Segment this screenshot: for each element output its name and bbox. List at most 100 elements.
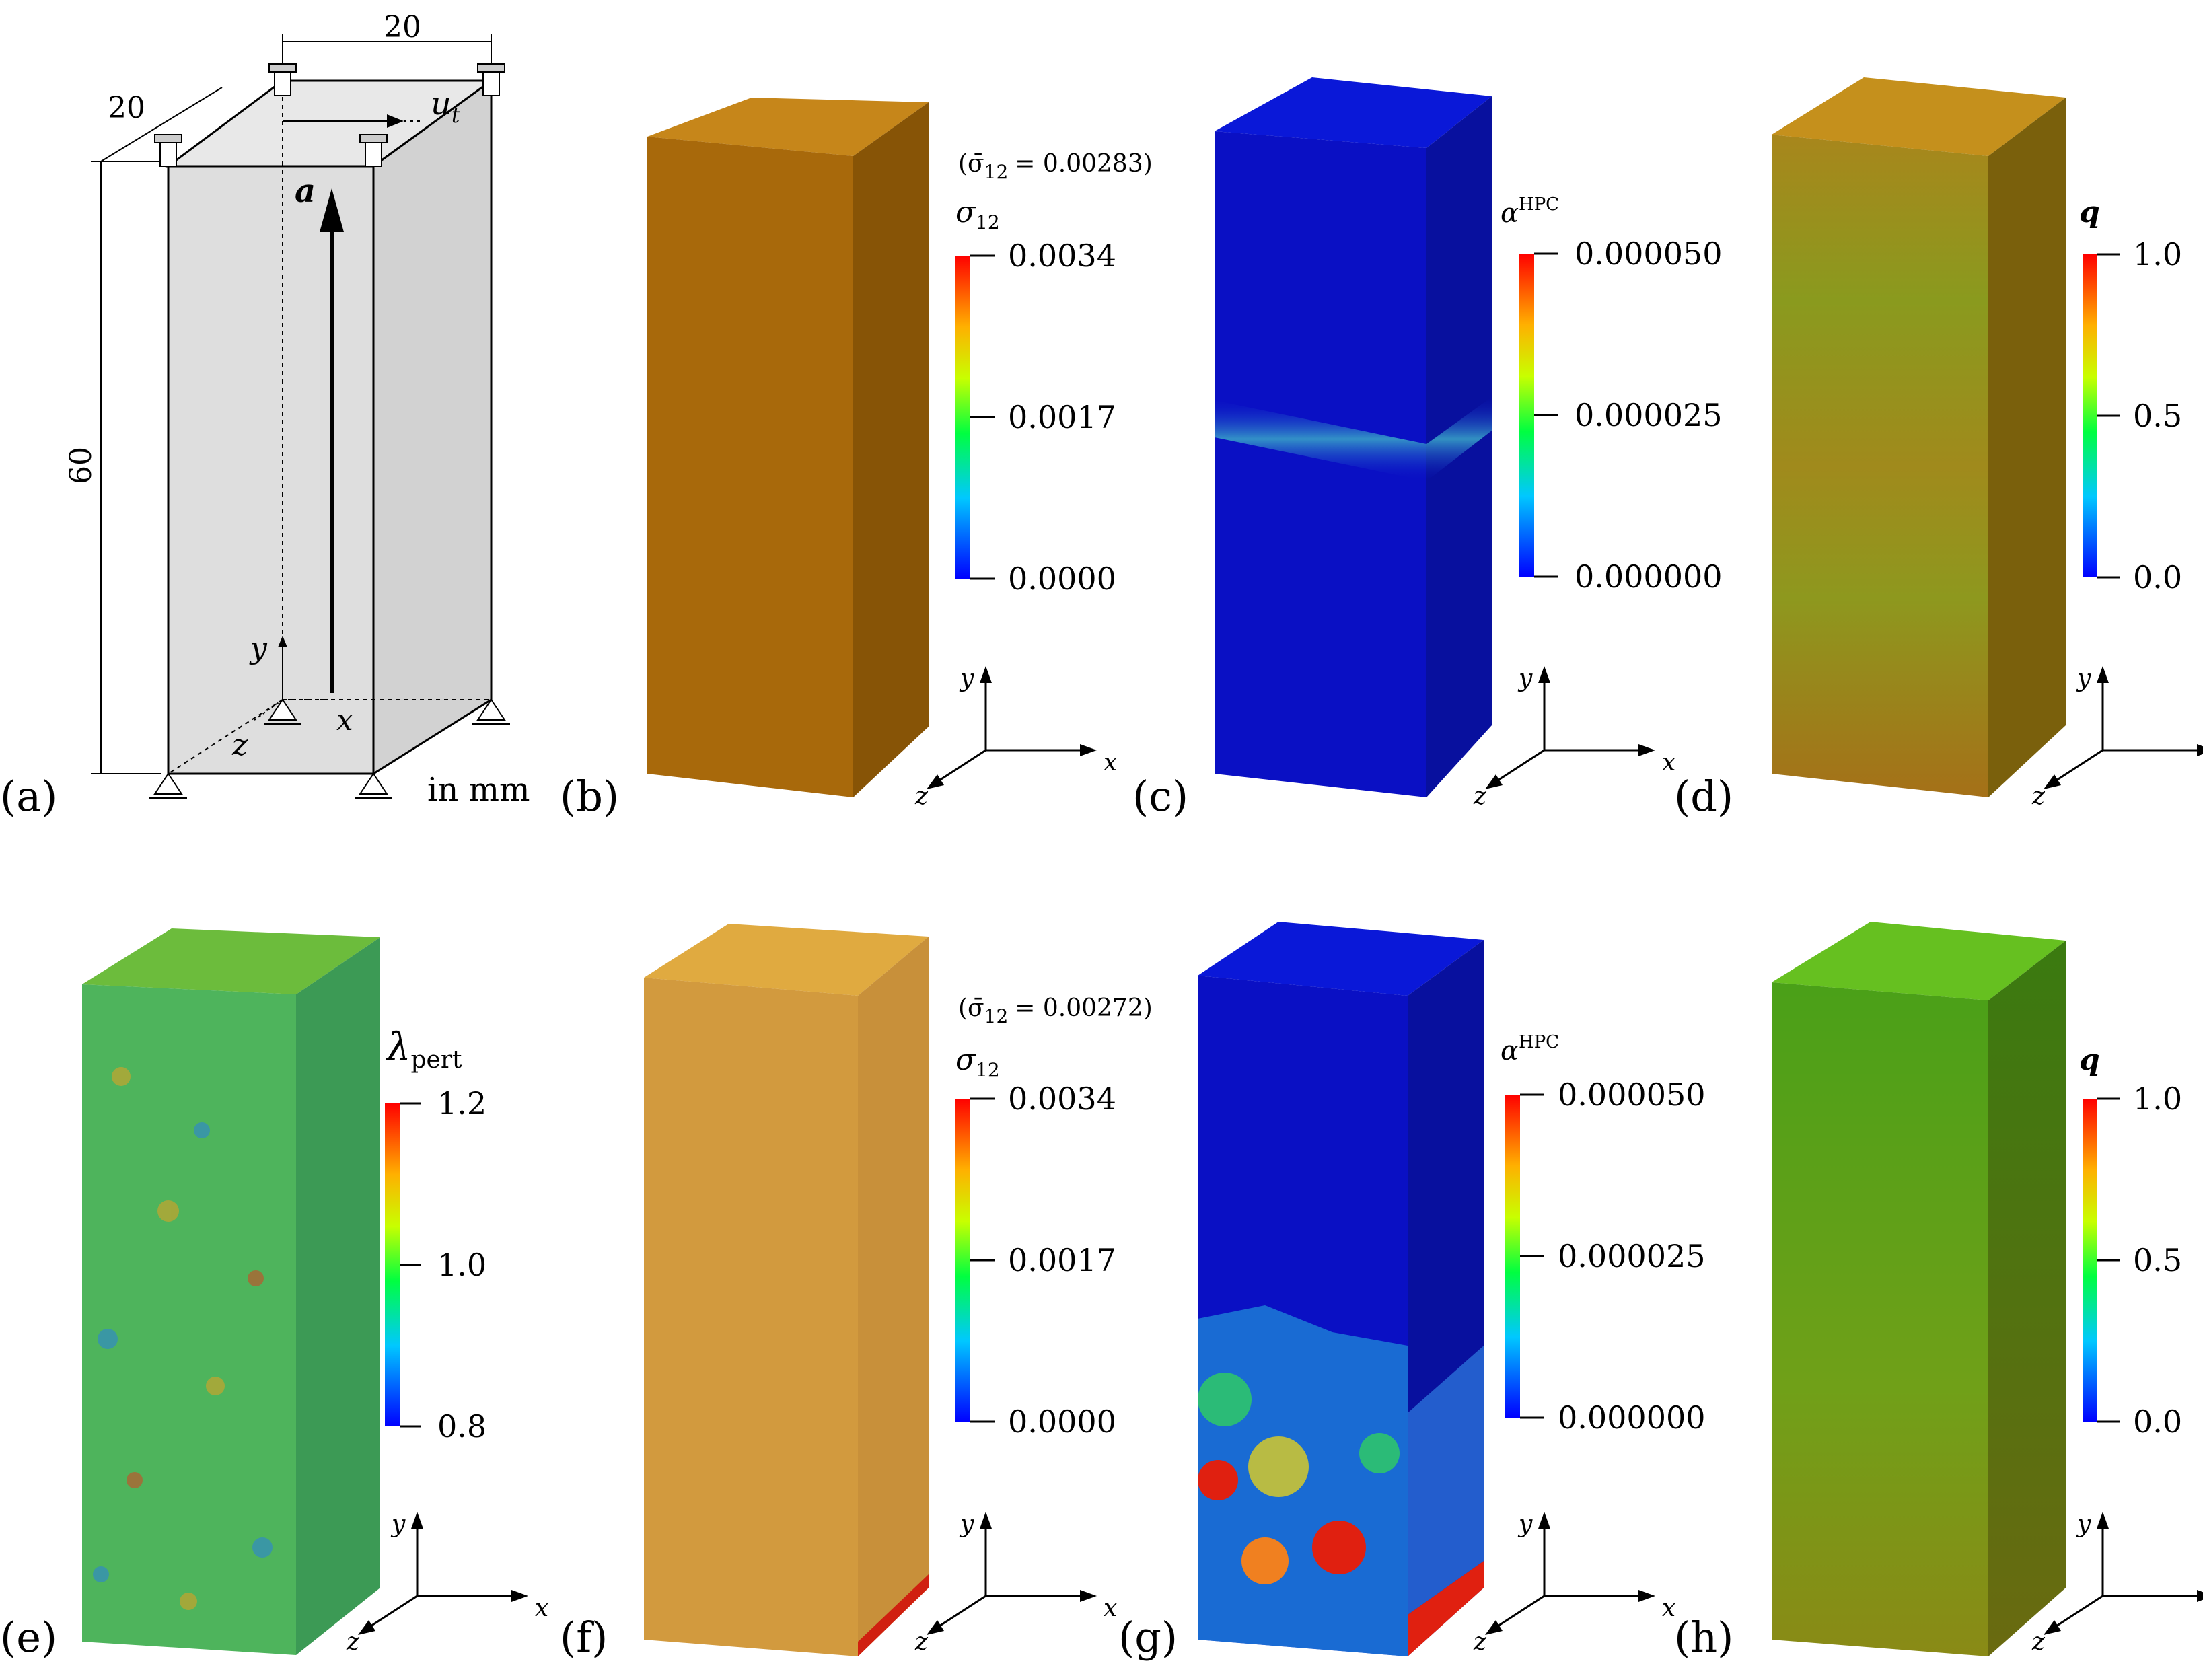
panel-label-c: (c) xyxy=(1132,772,1188,821)
triad-label-x: x xyxy=(535,1595,548,1622)
side-face xyxy=(853,102,929,797)
tick-label-min: 0.8 xyxy=(437,1408,486,1445)
top-face xyxy=(644,924,929,996)
tick-label-max: 0.000050 xyxy=(1575,235,1723,272)
coordinate-triad: yxz xyxy=(2031,665,2203,810)
tick-label-mid: 0.0017 xyxy=(1008,399,1116,435)
block-front-face xyxy=(167,165,375,775)
colorbar xyxy=(2083,254,2097,577)
triad-label-z: z xyxy=(1473,782,1487,810)
panel-d: q 1.0 0.5 0.0 (d) xyxy=(1674,77,2182,821)
block-side-face xyxy=(372,79,493,776)
triad-label-z: z xyxy=(2031,1628,2046,1656)
panel-b: (σ̄12 = 0.00283) σ12 0.0034 0.0017 0.0000… xyxy=(560,98,1153,821)
colorbar xyxy=(1505,1095,1520,1418)
triad-label-x: x xyxy=(1662,749,1675,776)
dimension-depth: 20 xyxy=(108,91,145,125)
tick-label-mid: 0.5 xyxy=(2133,398,2182,434)
panel-label-f: (f) xyxy=(560,1613,608,1662)
side-face xyxy=(1988,941,2066,1656)
colorbar xyxy=(955,256,970,579)
panel-label-g: (g) xyxy=(1118,1613,1178,1662)
colorbar-title: αHPC xyxy=(1501,1032,1559,1066)
triad-label-y: y xyxy=(1517,1510,1533,1538)
panel-label-d: (d) xyxy=(1674,772,1733,821)
tick-label-mid: 1.0 xyxy=(437,1247,486,1283)
panel-h: q 1.0 0.5 0.0 (h) xyxy=(1674,922,2182,1662)
coordinate-triads: yxzyxzyxzyxzyxzyxzyxz xyxy=(346,665,2203,1656)
colorbar-title: q xyxy=(2079,195,2100,229)
panel-label-e: (e) xyxy=(0,1613,57,1662)
colorbar xyxy=(955,1099,970,1422)
axis-label-x: x xyxy=(336,703,353,737)
triad-label-z: z xyxy=(914,1628,929,1656)
triad-label-y: y xyxy=(959,1510,974,1538)
tick-label-max: 0.000050 xyxy=(1558,1076,1706,1113)
axis-label-y: y xyxy=(249,631,268,665)
coordinate-triad: yxz xyxy=(1473,1510,1675,1656)
tick-label-min: 0.000000 xyxy=(1558,1399,1706,1436)
coordinate-triad: y x z xyxy=(1473,665,1675,810)
panel-label-b: (b) xyxy=(560,772,619,821)
front-face xyxy=(1772,982,1988,1656)
tick-label-min: 0.0 xyxy=(2133,559,2182,595)
top-face xyxy=(1215,77,1492,148)
panel-e: λpert 1.2 1.0 0.8 (e) xyxy=(0,928,486,1662)
triad-label-y: y xyxy=(390,1510,406,1538)
triad-label-y: y xyxy=(2076,665,2091,692)
tick-label-mid: 0.000025 xyxy=(1575,397,1723,433)
top-face xyxy=(1772,77,2066,156)
front-face xyxy=(647,137,853,797)
mean-stress-label: (σ̄12 = 0.00272) xyxy=(958,994,1153,1027)
noise-texture xyxy=(93,1067,273,1610)
tick-label-max: 1.0 xyxy=(2133,1081,2182,1117)
displacement-label: ut xyxy=(431,85,460,128)
tick-label-max: 0.0034 xyxy=(1008,238,1116,274)
colorbar-title: σ12 xyxy=(955,195,1000,233)
tick-label-mid: 0.000025 xyxy=(1558,1238,1706,1274)
side-face xyxy=(858,937,929,1656)
triad-label-x: x xyxy=(1662,1595,1675,1622)
triad-label-y: y xyxy=(2076,1510,2091,1538)
triad-label-y: y xyxy=(1517,665,1533,692)
side-face xyxy=(1988,98,2066,797)
dimension-height: 60 xyxy=(64,447,98,484)
colorbar-title: σ12 xyxy=(955,1043,1000,1081)
colorbar-title: αHPC xyxy=(1501,194,1559,229)
triad-label-x: x xyxy=(1104,749,1117,776)
localization-band xyxy=(1215,397,1492,481)
coordinate-triad: yxz xyxy=(914,1510,1117,1656)
colorbar xyxy=(385,1103,400,1426)
dimension-width: 20 xyxy=(384,10,421,44)
tick-label-max: 0.0034 xyxy=(1008,1081,1116,1117)
damage-region xyxy=(1198,1305,1484,1656)
coordinate-triad: yxz xyxy=(2031,1510,2203,1656)
triad-label-z: z xyxy=(346,1628,360,1656)
units-label: in mm xyxy=(427,771,530,809)
side-face xyxy=(296,937,380,1655)
colorbar xyxy=(1519,254,1534,577)
triad-label-z: z xyxy=(2031,782,2046,810)
panel-g: αHPC 0.000050 0.000025 0.000000 (g) xyxy=(1118,922,1706,1662)
coordinate-triad: y x z xyxy=(346,1510,548,1656)
tick-label-mid: 0.0017 xyxy=(1008,1242,1116,1278)
panel-a-schematic: 20 20 60 ut a y x z in mm (a) xyxy=(0,10,530,821)
front-face xyxy=(1215,131,1426,797)
vector-label: a xyxy=(295,172,316,210)
triad-label-z: z xyxy=(914,782,929,810)
tick-label-max: 1.2 xyxy=(437,1085,486,1122)
tick-label-max: 1.0 xyxy=(2133,236,2182,272)
tick-label-min: 0.0000 xyxy=(1008,560,1116,597)
colorbar xyxy=(2083,1099,2097,1422)
panel-f: (σ̄12 = 0.00272) σ12 0.0034 0.0017 0.0000… xyxy=(560,924,1153,1662)
triad-label-y: y xyxy=(959,665,974,692)
mean-stress-label: (σ̄12 = 0.00283) xyxy=(958,150,1153,183)
top-face xyxy=(82,928,380,994)
panel-label-a: (a) xyxy=(0,772,57,821)
axis-label-z: z xyxy=(231,728,248,762)
top-face xyxy=(647,98,929,156)
tick-label-mid: 0.5 xyxy=(2133,1242,2182,1278)
tick-label-min: 0.0 xyxy=(2133,1403,2182,1440)
colorbar-title: λpert xyxy=(386,1025,462,1074)
